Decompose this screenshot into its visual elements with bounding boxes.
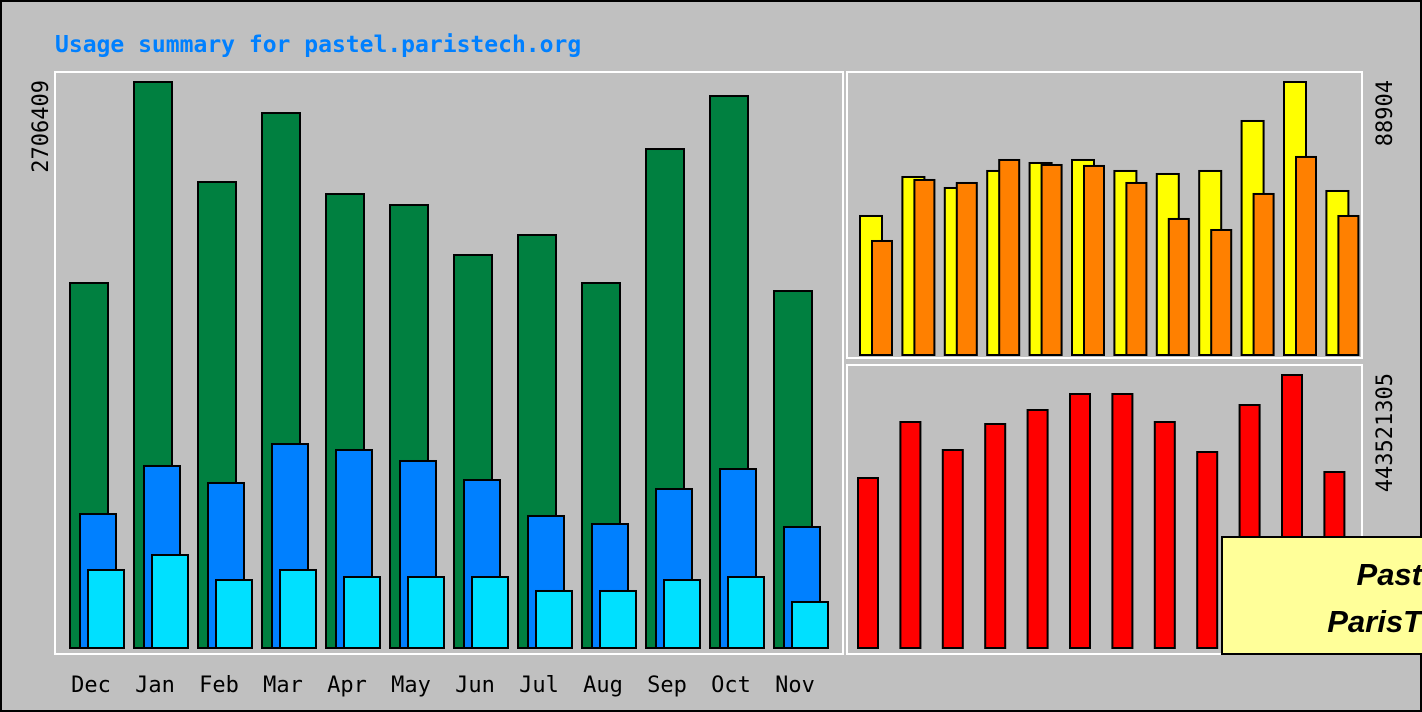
- bar: [407, 575, 445, 649]
- bar: [1295, 155, 1317, 356]
- bar: [1153, 421, 1176, 649]
- bar: [913, 178, 936, 356]
- bar: [1040, 163, 1063, 356]
- x-tick-label: Oct: [711, 673, 751, 698]
- panel: [54, 71, 844, 655]
- bar: [471, 575, 509, 649]
- x-tick-label: Mar: [263, 673, 303, 698]
- bar: [535, 589, 573, 650]
- bar: [1026, 408, 1049, 649]
- x-tick-label: Sep: [647, 673, 687, 698]
- y-tick-label: 2706409: [29, 80, 54, 173]
- bar: [1125, 181, 1148, 356]
- bar: [1083, 164, 1105, 356]
- bar: [998, 158, 1021, 356]
- bar: [1337, 214, 1360, 356]
- x-tick-label: Jun: [455, 673, 495, 698]
- bar: [857, 477, 879, 650]
- bar: [1252, 192, 1275, 356]
- bar: [1111, 393, 1134, 650]
- x-tick-label: Feb: [199, 673, 239, 698]
- bar: [599, 589, 637, 650]
- overlay-rect: [1221, 536, 1422, 655]
- bar: [279, 568, 317, 649]
- x-tick-label: May: [391, 673, 431, 698]
- x-tick-label: Nov: [775, 673, 815, 698]
- bar: [727, 575, 765, 649]
- x-tick-label: Dec: [71, 673, 111, 698]
- bar: [87, 568, 125, 649]
- overlay-box: Past ParisT: [1221, 536, 1422, 655]
- overlay-text: Past: [1357, 557, 1422, 592]
- x-tick-label: Apr: [327, 673, 367, 698]
- x-tick-label: Jul: [519, 673, 559, 698]
- x-tick-label: Aug: [583, 673, 623, 698]
- bar: [151, 553, 189, 650]
- bar: [941, 448, 964, 649]
- bar: [899, 421, 922, 649]
- chart-title: Usage summary for pastel.paristech.org: [55, 32, 581, 58]
- bar: [343, 575, 381, 649]
- bar: [1167, 217, 1190, 356]
- panel: [846, 71, 1363, 359]
- bar: [1210, 228, 1233, 356]
- bar: [663, 579, 701, 650]
- bar: [1196, 450, 1219, 649]
- x-tick-label: Jan: [135, 673, 175, 698]
- bar: [955, 181, 978, 356]
- bar: [791, 600, 829, 650]
- bar: [1069, 393, 1091, 650]
- panel: [846, 364, 1363, 655]
- bar: [215, 579, 253, 650]
- bar: [984, 422, 1007, 649]
- y-tick-label: 443521305: [1373, 373, 1398, 492]
- bar: [871, 239, 893, 356]
- overlay-text: ParisT: [1327, 604, 1422, 639]
- y-tick-label: 88904: [1373, 80, 1398, 146]
